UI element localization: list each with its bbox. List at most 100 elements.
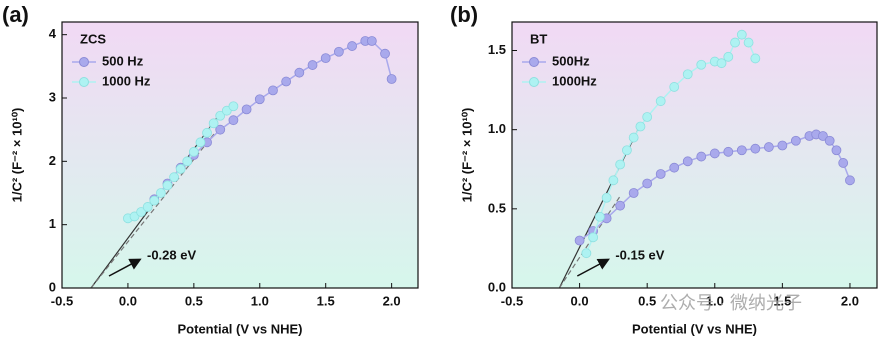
watermark: 公众号 · 微纳光子 [660, 293, 802, 313]
y-tick-label: 1 [49, 216, 56, 231]
y-tick-label: 1.5 [488, 42, 506, 57]
data-point [136, 207, 147, 217]
data-point [169, 172, 179, 183]
annotation-arrow [108, 258, 142, 277]
data-point [831, 145, 842, 156]
data-point [628, 132, 639, 143]
data-point [743, 37, 754, 48]
data-point [215, 110, 226, 121]
data-point [655, 96, 666, 107]
data-point [838, 158, 849, 168]
data-point [615, 200, 626, 211]
data-point [736, 145, 747, 156]
data-point [669, 82, 680, 92]
panel-label: (b) [450, 2, 478, 27]
data-point [155, 188, 166, 198]
x-tick-label: 1.5 [773, 293, 791, 308]
data-point [175, 164, 186, 174]
data-point [642, 178, 653, 189]
data-point [615, 159, 626, 170]
data-point [241, 104, 252, 115]
data-point [307, 60, 318, 70]
x-tick-label: 1.0 [706, 293, 724, 308]
x-tick-label: 1.0 [251, 293, 269, 308]
data-point [628, 188, 639, 198]
data-point [142, 202, 153, 212]
legend-label: 500 Hz [102, 53, 144, 68]
data-point [386, 74, 397, 84]
data-point [736, 29, 747, 40]
data-point [763, 142, 774, 152]
data-point [254, 94, 265, 105]
data-point [202, 127, 212, 138]
data-point [669, 162, 680, 173]
data-point [655, 169, 666, 179]
data-point [162, 180, 173, 191]
data-point [294, 67, 305, 78]
x-tick-label: 0.5 [638, 293, 656, 308]
data-point [709, 148, 720, 159]
y-axis-label: 1/C² (F⁻² × 10¹⁰) [459, 108, 474, 203]
legend-marker [79, 57, 89, 67]
data-point [188, 146, 199, 157]
legend-marker [529, 77, 539, 87]
data-point [777, 140, 788, 151]
data-point [380, 48, 390, 59]
data-point [622, 145, 632, 156]
data-point [730, 37, 740, 48]
legend-title: BT [530, 31, 547, 46]
data-point [574, 235, 585, 246]
fit-line [558, 195, 621, 289]
data-point [682, 69, 693, 80]
legend-label: 1000Hz [552, 73, 597, 88]
x-axis-label: Potential (V vs NHE) [632, 321, 757, 336]
y-axis-label: 1/C² (F⁻² × 10¹⁰) [9, 108, 24, 203]
x-tick-label: 1.5 [317, 293, 335, 308]
data-point [845, 175, 855, 186]
data-point [601, 192, 612, 203]
plot-frame [61, 21, 419, 289]
plot-background [62, 22, 418, 288]
x-tick-label: -0.5 [51, 293, 73, 308]
data-point [635, 121, 646, 132]
data-point [228, 115, 239, 126]
annotation: -0.28 eV [147, 247, 196, 262]
legend-label: 500Hz [552, 53, 590, 68]
data-point [195, 137, 206, 148]
annotation: -0.15 eV [615, 247, 664, 262]
data-point [588, 232, 599, 243]
legend-label: 1000 Hz [102, 73, 151, 88]
data-point [818, 131, 828, 141]
y-tick-label: 2 [49, 153, 56, 168]
data-point [149, 195, 160, 206]
data-point [716, 58, 727, 69]
data-point [320, 53, 331, 63]
x-tick-label: -0.5 [501, 293, 523, 308]
legend-marker [79, 77, 89, 87]
data-point [723, 146, 734, 157]
y-tick-label: 0.0 [488, 279, 506, 294]
data-point [347, 41, 357, 51]
data-point [696, 59, 707, 70]
data-point [182, 156, 193, 167]
data-point [723, 51, 734, 62]
y-tick-label: 3 [49, 89, 56, 104]
y-tick-label: 0 [49, 279, 56, 294]
x-tick-label: 2.0 [841, 293, 859, 308]
y-tick-label: 4 [49, 26, 57, 41]
data-point [581, 248, 592, 259]
annotation-arrow [576, 258, 610, 277]
panel-label: (a) [2, 2, 29, 27]
legend-title: ZCS [80, 31, 106, 46]
x-tick-label: 0.0 [119, 293, 137, 308]
plot-background [512, 22, 877, 288]
x-axis-label: Potential (V vs NHE) [178, 321, 303, 336]
data-point [281, 76, 292, 87]
plot-frame [511, 21, 878, 289]
data-point [750, 143, 761, 154]
y-tick-label: 1.0 [488, 121, 506, 136]
data-point [696, 151, 707, 162]
data-point [268, 85, 278, 96]
data-point [642, 112, 653, 122]
data-point [682, 156, 693, 167]
